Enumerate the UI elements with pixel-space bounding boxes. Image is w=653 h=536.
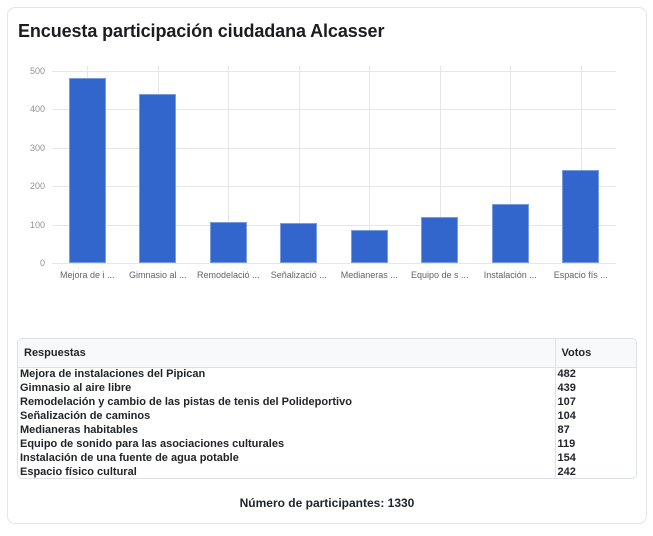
response-cell: Equipo de sonido para las asociaciones c… xyxy=(20,437,285,450)
table-body: Mejora de instalaciones del Pipican 482 Gi… xyxy=(18,367,636,478)
chart-bar[interactable] xyxy=(280,223,318,263)
page-title: Encuesta participación ciudadana Alcasse… xyxy=(18,21,385,41)
votes-cell: 154 xyxy=(554,451,636,465)
votes-cell: 119 xyxy=(554,437,636,451)
votes-cell: 242 xyxy=(554,465,636,478)
participants-count: Número de participantes: 1330 xyxy=(239,496,415,510)
column-header-respuestas: Respuestas xyxy=(18,339,555,368)
gridline xyxy=(52,147,616,149)
table-row: Instalación de una fuente de agua potabl… xyxy=(18,451,636,465)
table-row: Señalización de caminos 104 xyxy=(18,409,636,423)
gridline xyxy=(52,263,616,264)
votes-cell: 87 xyxy=(554,423,636,437)
y-axis-tick-label: 300 xyxy=(29,142,45,153)
chart-bar[interactable] xyxy=(491,204,529,263)
x-axis-labels: Mejora de i ... Gimnasio al ... Remodelaci… xyxy=(52,270,616,284)
x-axis-category-label: Gimnasio al ... xyxy=(128,270,187,280)
gridline xyxy=(298,66,300,263)
gridline xyxy=(52,186,616,188)
response-cell: Medianeras habitables xyxy=(20,423,138,436)
gridline xyxy=(52,109,616,111)
table-row: Remodelación y cambio de las pistas de t… xyxy=(18,395,636,409)
votes-cell: 104 xyxy=(554,409,636,423)
x-axis-category-label: Equipo de s ... xyxy=(410,270,469,280)
response-cell: Señalización de caminos xyxy=(20,409,151,422)
table-header-row: Respuestas Votos xyxy=(18,339,636,368)
response-cell: Remodelación y cambio de las pistas de t… xyxy=(20,395,352,408)
y-axis-labels: 0 100 200 300 400 500 xyxy=(8,66,45,268)
gridline xyxy=(52,71,616,72)
votes-cell: 107 xyxy=(554,395,636,409)
response-cell: Instalación de una fuente de agua potabl… xyxy=(20,451,239,464)
column-header-votos: Votos xyxy=(554,339,636,368)
table-row: Mejora de instalaciones del Pipican 482 xyxy=(18,367,636,381)
chart-bar[interactable] xyxy=(350,230,388,263)
y-axis-tick-label: 100 xyxy=(29,219,45,230)
table-row: Equipo de sonido para las asociaciones c… xyxy=(18,437,636,451)
x-axis-category-label: Mejora de i ... xyxy=(59,270,115,280)
chart-bar[interactable] xyxy=(209,222,247,263)
y-axis-tick-label: 200 xyxy=(29,181,45,192)
gridline xyxy=(228,66,230,263)
table-row: Espacio físico cultural 242 xyxy=(18,465,636,478)
votes-cell: 482 xyxy=(554,367,636,381)
votes-cell: 439 xyxy=(554,381,636,395)
table-row: Gimnasio al aire libre 439 xyxy=(18,381,636,395)
gridline xyxy=(369,66,371,263)
x-axis-category-label: Señalizació ... xyxy=(270,270,327,280)
x-axis-category-label: Remodelació ... xyxy=(196,270,260,280)
results-table: Respuestas Votos Mejora de instalaciones… xyxy=(17,338,637,479)
table-row: Medianeras habitables 87 xyxy=(18,423,636,437)
x-axis-category-label: Instalación ... xyxy=(483,270,537,280)
chart-bar[interactable] xyxy=(562,170,600,263)
y-axis-tick-label: 400 xyxy=(29,104,45,115)
response-cell: Espacio físico cultural xyxy=(20,465,137,478)
gridline xyxy=(580,66,582,263)
y-axis-tick-label: 0 xyxy=(39,258,45,268)
x-axis-category-label: Espacio fís ... xyxy=(553,270,608,280)
x-axis-category-label: Medianeras ... xyxy=(340,270,398,280)
chart-plot-area xyxy=(52,66,616,264)
chart-bar[interactable] xyxy=(139,94,177,263)
gridline xyxy=(439,66,441,263)
gridline xyxy=(510,66,512,263)
survey-card: Encuesta participación ciudadana Alcasse… xyxy=(7,7,647,524)
y-axis-tick-label: 500 xyxy=(29,66,45,76)
gridline xyxy=(52,224,616,226)
response-cell: Gimnasio al aire libre xyxy=(20,381,132,394)
response-cell: Mejora de instalaciones del Pipican xyxy=(20,367,206,380)
chart-bar[interactable] xyxy=(421,217,459,263)
chart-bar[interactable] xyxy=(68,78,106,263)
